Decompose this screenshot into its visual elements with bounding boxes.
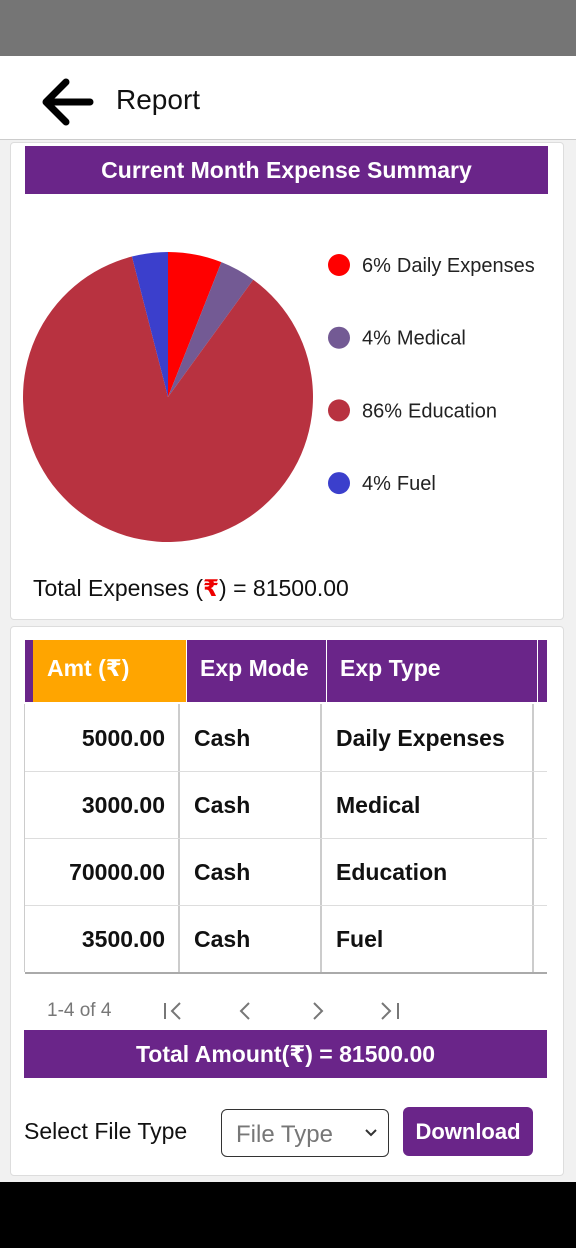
legend-entry: 6% Daily Expenses [362,255,535,277]
back-button[interactable] [38,76,96,128]
app-bar: Report [0,56,576,140]
first-page[interactable] [164,1002,181,1020]
dropdown-arrow [365,1129,377,1137]
legend-marker [328,326,350,349]
chart-title: Current Month Expense Summary [25,146,548,194]
legend-label: Medical [397,328,466,350]
table-cell: 5000.00 [81,725,165,751]
select-placeholder: File Type [236,1121,333,1148]
column-header[interactable]: Exp Mode [200,655,309,681]
pie-chart: 6% Daily Expenses 4% Medical 86% Education 4% F… [22,252,535,542]
legend-label: Education [408,400,497,422]
table-cell: 3500.00 [81,926,165,952]
pie-slice [168,252,222,397]
status-bar [0,0,576,56]
total-amount: Total Amount(₹) = 81500.00 [24,1030,547,1078]
total-expenses: Total Expenses (₹) = 81500.00 [33,575,349,602]
pagination-info: 1-4 of 4 [47,1000,112,1021]
legend-marker [328,254,350,276]
legend-entry: 4% Medical [362,328,466,350]
table-cell: 3000.00 [81,792,165,818]
pie-slice [131,252,168,397]
table-cell: Medical [336,792,421,818]
download-button[interactable]: Download [403,1107,533,1156]
legend-percent: 4% [362,473,391,495]
table-cell: 70000.00 [69,859,165,885]
nav-bar [0,1182,576,1248]
currency: ₹ [203,575,220,601]
pie-slice [22,256,313,542]
file-type-label: Select File Type [24,1118,188,1144]
pie-slice [168,262,254,397]
legend-label: Fuel [397,473,436,495]
page-title: Report [116,84,201,115]
file-type-select[interactable]: File Type [221,1109,389,1157]
pagination-controls [164,1002,399,1020]
column-header[interactable]: Amt (₹) [47,655,130,681]
total-label: ) = [219,575,253,601]
prev-page[interactable] [239,1002,250,1020]
table-card [10,626,564,1176]
legend-percent: 6% [362,255,391,277]
table-cell: Cash [194,926,251,952]
next-page[interactable] [313,1002,324,1020]
legend-label: Daily Expenses [397,255,535,277]
legend-entry: 86% Education [362,400,497,422]
table-cell: Cash [194,725,251,751]
total-value: 81500.00 [252,575,349,601]
legend-percent: 86% [362,400,402,422]
total-label: Total Expenses ( [33,575,204,601]
legend-marker [328,399,350,422]
table-cell: Cash [194,792,251,818]
legend-percent: 4% [362,328,391,350]
sorted-header[interactable] [33,640,186,702]
table-cell: Education [336,859,448,885]
table-cell: Cash [194,859,251,885]
last-page[interactable] [381,1002,399,1020]
column-header[interactable]: Exp Type [340,655,441,681]
table-cell: Fuel [336,926,384,952]
legend-marker [328,472,350,495]
legend-entry: 4% Fuel [362,473,436,495]
table-cell: Daily Expenses [336,725,505,751]
